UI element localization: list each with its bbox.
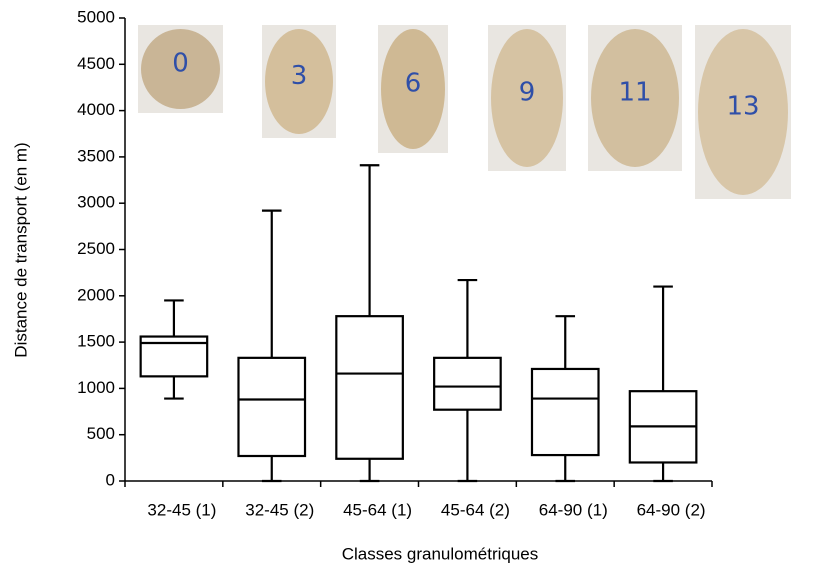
pebble-label: 0 xyxy=(172,49,189,79)
pebble xyxy=(141,29,220,109)
y-tick-label: 5000 xyxy=(77,7,115,26)
box xyxy=(335,315,404,460)
y-tick-label: 1500 xyxy=(77,332,115,351)
pebble xyxy=(491,29,563,167)
pebble xyxy=(265,29,333,134)
y-tick-label: 4000 xyxy=(77,100,115,119)
y-tick-label: 0 xyxy=(106,470,115,489)
x-axis-label: Classes granulométriques xyxy=(342,544,539,563)
x-tick-label: 45-64 (1) xyxy=(343,500,412,519)
y-tick-label: 3500 xyxy=(77,146,115,165)
y-tick-label: 2000 xyxy=(77,285,115,304)
y-tick-label: 4500 xyxy=(77,54,115,73)
pebble xyxy=(591,29,679,167)
x-tick-label: 64-90 (2) xyxy=(637,500,706,519)
y-tick-label: 500 xyxy=(87,424,115,443)
x-tick-label: 64-90 (1) xyxy=(539,500,608,519)
y-axis-label: Distance de transport (en m) xyxy=(11,142,30,357)
pebble xyxy=(698,29,788,195)
y-tick-label: 1000 xyxy=(77,378,115,397)
pebble xyxy=(381,29,445,149)
pebble-label: 6 xyxy=(405,69,422,99)
y-tick-label: 2500 xyxy=(77,239,115,258)
pebble-label: 3 xyxy=(291,61,308,91)
y-tick-label: 3000 xyxy=(77,193,115,212)
box xyxy=(237,356,307,458)
x-tick-label: 32-45 (1) xyxy=(147,500,216,519)
x-tick-label: 45-64 (2) xyxy=(441,500,510,519)
pebble-label: 11 xyxy=(618,78,651,108)
box xyxy=(530,367,600,457)
pebble-label: 13 xyxy=(726,92,759,122)
x-tick-label: 32-45 (2) xyxy=(245,500,314,519)
pebble-label: 9 xyxy=(519,78,536,108)
box xyxy=(433,356,502,411)
